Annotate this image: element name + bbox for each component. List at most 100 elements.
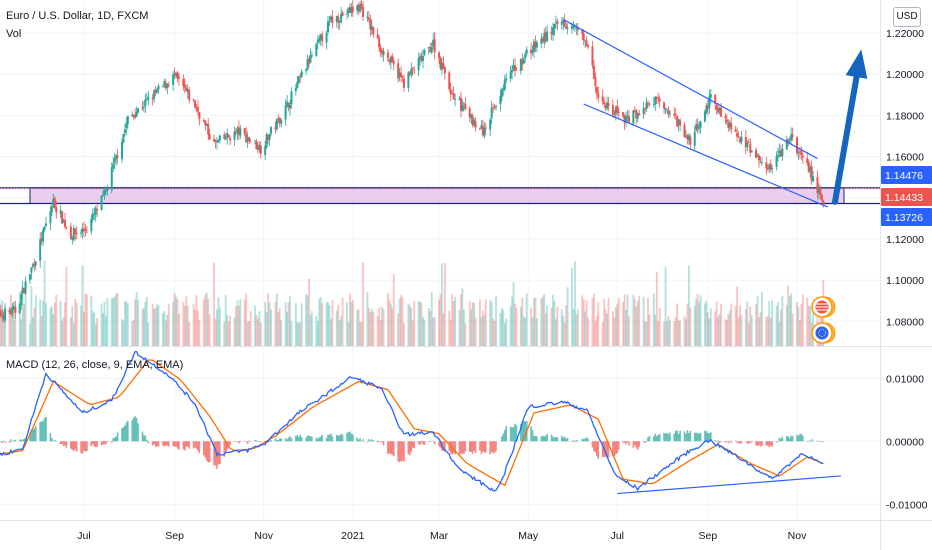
volume-bar	[39, 299, 42, 346]
macd-histogram-bar	[338, 435, 341, 442]
candle-body	[478, 128, 481, 130]
macd-histogram-bar	[429, 440, 432, 442]
volume-bar	[461, 288, 464, 346]
volume-bar	[480, 316, 483, 346]
volume-bar	[145, 296, 148, 346]
volume-bar	[71, 305, 74, 346]
volume-bar	[161, 312, 164, 346]
macd-histogram-bar	[359, 438, 361, 442]
volume-bar	[243, 299, 246, 346]
macd-histogram-bar	[501, 436, 503, 442]
macd-histogram-bar	[785, 436, 788, 442]
candle-body	[638, 113, 641, 115]
macd-histogram-bar	[347, 431, 350, 442]
volume-bar	[217, 297, 220, 346]
candle-body	[1, 315, 4, 317]
candle-body	[40, 238, 43, 242]
volume-bar	[800, 304, 803, 346]
volume-bar	[401, 297, 404, 346]
volume-bar	[607, 297, 610, 346]
volume-bar	[500, 308, 503, 346]
macd-histogram-bar	[495, 441, 497, 452]
volume-bar	[807, 305, 810, 346]
candle-body	[514, 65, 517, 71]
macd-histogram-bar	[616, 441, 619, 453]
candle-body	[202, 119, 205, 122]
volume-bar	[709, 308, 712, 346]
volume-bar	[24, 295, 27, 346]
volume-bar	[587, 317, 589, 346]
candle-body	[398, 72, 401, 78]
volume-bar	[309, 315, 312, 346]
macd-histogram-bar	[470, 441, 472, 452]
event-icons[interactable]	[811, 296, 836, 344]
candle-body	[572, 25, 575, 28]
candle-body	[331, 16, 334, 24]
volume-bar	[668, 319, 671, 346]
candle-body	[258, 144, 261, 151]
macd-histogram-bar	[566, 437, 569, 442]
candle-body	[810, 166, 813, 181]
descending-channel[interactable]	[562, 19, 828, 208]
macd-histogram-bar	[34, 425, 37, 442]
macd-histogram-bar	[512, 427, 515, 442]
currency-button[interactable]: USD	[893, 7, 921, 27]
volume-bar	[172, 301, 175, 346]
macd-histogram-bar	[295, 435, 297, 442]
candle-body	[781, 148, 784, 156]
macd-histogram-bar	[8, 441, 11, 443]
macd-histogram-bar	[30, 429, 33, 442]
candle-body	[297, 76, 300, 83]
candle-body	[483, 127, 486, 137]
projection-arrow[interactable]	[831, 49, 868, 205]
macd-histogram-bar	[278, 438, 281, 442]
macd-histogram-bar	[756, 441, 759, 446]
volume-bar	[553, 301, 556, 346]
volume-bar	[756, 296, 759, 346]
macd-histogram-bar	[352, 434, 354, 442]
volume-bar	[647, 297, 649, 346]
macd-histogram-bar	[356, 437, 359, 442]
candle-body	[505, 78, 508, 81]
candle-body	[31, 264, 34, 267]
macd-histogram-bar	[645, 441, 648, 442]
candle-body	[284, 105, 287, 120]
volume-bar	[509, 306, 512, 346]
macd-histogram-bar	[10, 439, 12, 442]
candle-body	[461, 105, 464, 111]
price-axis[interactable]: 1.080001.100001.120001.140001.160001.180…	[77, 0, 927, 542]
candle-body	[717, 109, 720, 113]
volume-bar	[245, 293, 248, 346]
volume-bar	[379, 320, 382, 346]
candle-body	[543, 33, 546, 43]
macd-histogram-bar	[635, 441, 638, 448]
candle-body	[490, 107, 493, 119]
macd-histogram-bar	[452, 441, 455, 453]
macd-histogram-bar	[707, 433, 709, 442]
candle-body	[724, 116, 727, 118]
candle-body	[746, 142, 749, 148]
volume-bar	[613, 317, 616, 346]
macd-histogram-bar	[297, 436, 300, 442]
macd-histogram-bar	[553, 437, 556, 442]
macd-histogram-bar	[492, 441, 494, 454]
volume-bar	[186, 305, 189, 346]
volume-bar	[96, 318, 99, 346]
volume-bar	[448, 310, 451, 346]
candle-body	[52, 198, 55, 208]
candle-body	[820, 194, 823, 201]
volume-bar	[546, 305, 549, 346]
volume-bar	[229, 315, 232, 346]
volume-bar	[360, 321, 363, 346]
candle-body	[386, 52, 389, 59]
candle-body	[438, 52, 441, 59]
volume-bar	[305, 294, 307, 346]
volume-bar	[80, 305, 82, 346]
candle-body	[310, 55, 313, 57]
volume-bar	[34, 295, 37, 346]
channel-lower-line	[583, 103, 828, 208]
candle-body	[156, 89, 159, 93]
candle-body	[186, 89, 189, 92]
macd-histogram-bar	[330, 433, 332, 442]
